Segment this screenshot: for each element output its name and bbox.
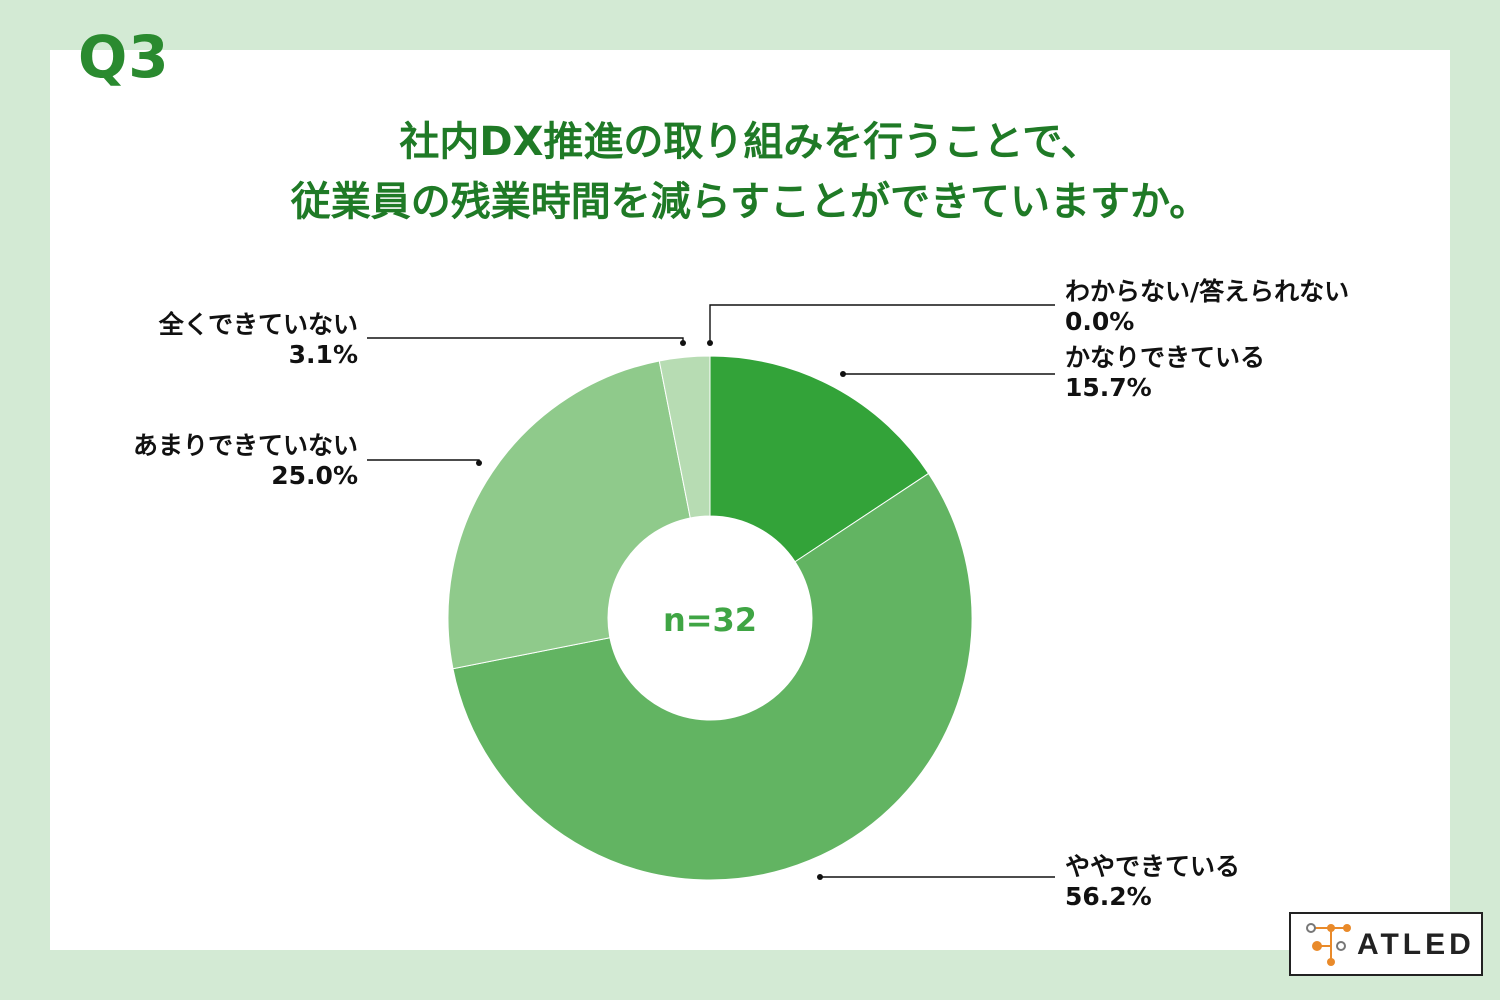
- leader-fairly-able-dot: [840, 371, 846, 377]
- slices-group: [447, 355, 973, 881]
- leader-not-at-all-dot: [680, 340, 686, 346]
- slice-fairly-able: [709, 355, 930, 563]
- label-unknown-value: 0.0%: [1065, 307, 1135, 336]
- label-not-at-all: 全くできていない 3.1%: [159, 310, 358, 370]
- logo-mark-icon: [1306, 923, 1351, 966]
- slice-not-much: [447, 360, 691, 670]
- title-line-2: 従業員の残業時間を減らすことができていますか。: [290, 179, 1210, 225]
- slice-not-at-all: [658, 355, 711, 519]
- chart-title: 社内DX推進の取り組みを行うことで、 従業員の残業時間を減らすことができています…: [150, 112, 1350, 232]
- label-fairly-able-name: かなりできている: [1065, 343, 1266, 372]
- leader-not-much: [367, 459, 480, 463]
- sample-size-label: n=32: [662, 601, 758, 639]
- label-not-much: あまりできていない 25.0%: [133, 431, 358, 491]
- label-not-much-name: あまりできていない: [132, 431, 358, 460]
- leader-unknown-dot: [707, 340, 713, 346]
- label-somewhat-able-value: 56.2%: [1065, 882, 1152, 911]
- label-not-at-all-value: 3.1%: [288, 340, 358, 369]
- label-fairly-able-value: 15.7%: [1065, 373, 1152, 402]
- leader-somewhat-able-dot: [817, 874, 823, 880]
- leader-not-at-all: [367, 337, 684, 343]
- slice-somewhat-able: [452, 472, 973, 881]
- atled-logo: ATLED: [1289, 912, 1483, 976]
- label-somewhat-able-name: ややできている: [1065, 852, 1241, 881]
- label-not-much-value: 25.0%: [271, 461, 358, 490]
- label-not-at-all-name: 全くできていない: [158, 310, 358, 339]
- label-somewhat-able: ややできている 56.2%: [1065, 852, 1240, 912]
- title-line-1: 社内DX推進の取り組みを行うことで、: [399, 119, 1101, 165]
- leader-not-much-dot: [476, 460, 482, 466]
- label-unknown-name: わからない/答えられない: [1065, 277, 1350, 306]
- logo-text: ATLED: [1357, 928, 1475, 961]
- question-label: Q3: [78, 23, 170, 91]
- label-fairly-able: かなりできている 15.7%: [1065, 343, 1265, 403]
- leader-lines-group: [367, 304, 1055, 880]
- leader-unknown: [709, 304, 1055, 343]
- label-unknown: わからない/答えられない 0.0%: [1065, 277, 1349, 337]
